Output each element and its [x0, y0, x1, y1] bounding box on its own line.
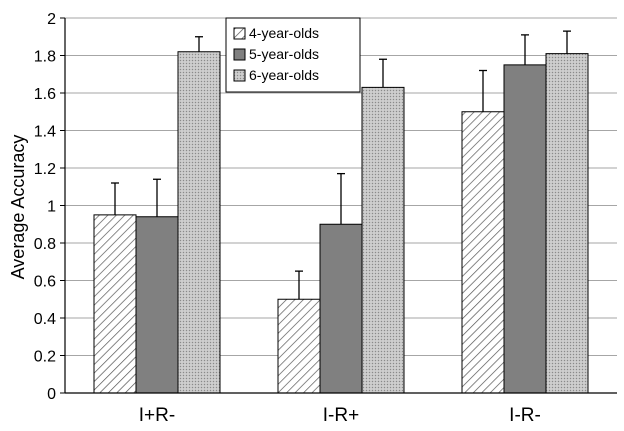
legend-box — [225, 17, 361, 93]
y-tick-label: 0.2 — [34, 349, 56, 366]
bar-4-year-olds-I+R- — [93, 214, 137, 394]
y-axis-ticks: 0 0.2 0.4 0.6 0.8 1 1.2 1.4 1.6 1.8 2 — [34, 11, 65, 403]
legend-label-5-year-olds: 5-year-olds — [249, 46, 319, 62]
bar-4-year-olds-I-R- — [461, 111, 505, 394]
legend-swatch-4-year-olds — [233, 27, 246, 40]
legend-label-6-year-olds: 6-year-olds — [249, 67, 319, 83]
error-bars — [111, 30, 571, 300]
y-tick-label: 1.2 — [34, 161, 56, 178]
legend-swatch-5-year-olds — [233, 48, 246, 61]
axes — [64, 18, 617, 394]
y-tick-label: 0 — [47, 386, 56, 403]
category-label: I-R+ — [323, 405, 359, 426]
y-tick-label: 1 — [47, 199, 56, 216]
bar-6-year-olds-I-R- — [545, 53, 589, 394]
bar-5-year-olds-I-R- — [503, 64, 547, 394]
y-tick-label: 1.4 — [34, 124, 56, 141]
bar-5-year-olds-I-R+ — [319, 223, 363, 394]
y-tick-label: 0.4 — [34, 311, 56, 328]
bar-4-year-olds-I-R+ — [277, 298, 321, 394]
legend-label-4-year-olds: 4-year-olds — [249, 25, 319, 41]
legend-swatch-6-year-olds — [233, 69, 246, 82]
y-tick-label: 1.8 — [34, 49, 56, 66]
category-label: I+R- — [139, 405, 175, 426]
bar-5-year-olds-I+R- — [135, 216, 179, 394]
x-axis-labels: I+R- I-R+ I-R- — [139, 405, 541, 426]
bars — [93, 51, 589, 394]
y-tick-label: 0.8 — [34, 236, 56, 253]
bar-6-year-olds-I-R+ — [361, 86, 405, 394]
bar-6-year-olds-I+R- — [177, 51, 221, 394]
y-axis-title: Average Accuracy — [8, 135, 28, 280]
category-label: I-R- — [509, 405, 541, 426]
legend: 4-year-olds 5-year-olds 6-year-olds — [225, 17, 361, 93]
y-tick-label: 0.6 — [34, 274, 56, 291]
y-tick-label: 1.6 — [34, 86, 56, 103]
y-tick-label: 2 — [47, 11, 56, 28]
